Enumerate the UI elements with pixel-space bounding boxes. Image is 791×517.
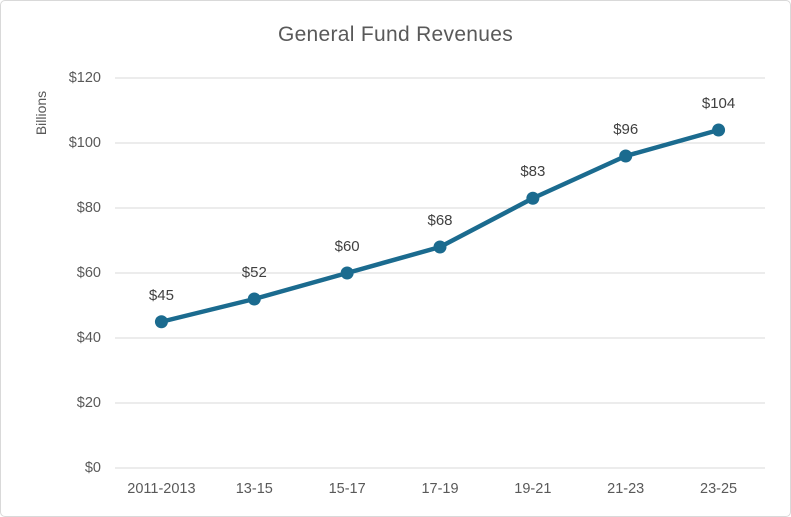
series-group [154,123,726,329]
y-tick-label: $80 [76,200,101,216]
data-label: $68 [427,212,453,229]
data-label: $83 [520,163,546,181]
data-point-marker [526,191,540,205]
gridlines [115,77,765,469]
y-tick-label: $20 [76,395,101,411]
data-point-marker [433,240,447,254]
data-label: $96 [613,121,639,138]
y-tick-label: $100 [68,135,101,151]
x-tick-label: 2011-2013 [127,481,196,497]
data-label: $52 [241,264,267,281]
chart-title: General Fund Revenues [277,23,514,46]
data-point-marker [340,266,354,280]
data-point-marker [712,123,726,137]
x-tick-label: 15-17 [328,481,366,497]
x-tick-label: 23-25 [700,481,738,497]
x-tick-label: 21-23 [607,481,645,497]
data-point-marker [154,315,168,329]
x-tick-label: 13-15 [235,481,273,497]
data-point-marker [247,292,261,306]
y-tick-label: $0 [84,460,101,476]
data-point-marker [619,149,633,163]
x-tick-label: 17-19 [421,481,459,497]
data-label: $45 [148,286,174,304]
x-tick-label: 19-21 [514,481,552,497]
data-label: $104 [701,95,736,112]
y-tick-label: $60 [76,265,101,281]
y-tick-label: $120 [68,70,101,86]
y-tick-label: $40 [76,330,101,346]
data-label: $60 [334,238,360,255]
